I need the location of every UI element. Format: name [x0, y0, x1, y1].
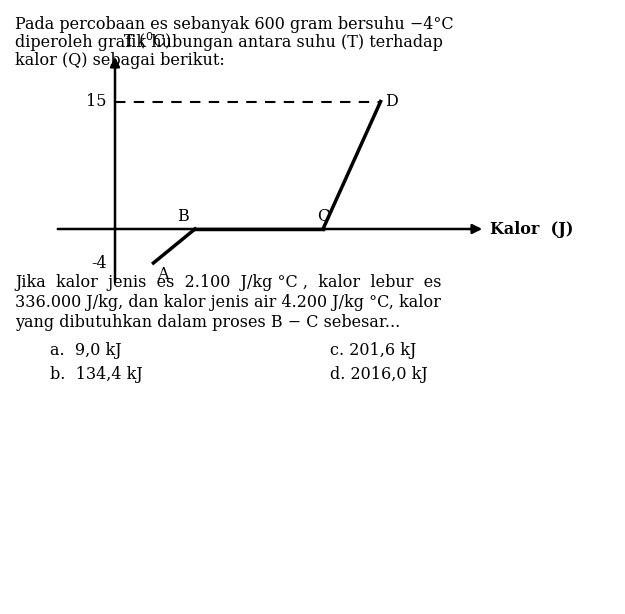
Text: c. 201,6 kJ: c. 201,6 kJ [330, 342, 416, 359]
Text: T ($^{0}$C): T ($^{0}$C) [123, 30, 172, 51]
Text: D: D [386, 93, 398, 110]
Text: diperoleh grafik hubungan antara suhu (T) terhadap: diperoleh grafik hubungan antara suhu (T… [15, 34, 443, 51]
Text: A: A [158, 266, 169, 283]
Text: B: B [177, 208, 189, 225]
Text: kalor (Q) sebagai berikut:: kalor (Q) sebagai berikut: [15, 52, 225, 69]
Text: -4: -4 [91, 254, 107, 271]
Text: C: C [317, 208, 329, 225]
Text: yang dibutuhkan dalam proses B − C sebesar...: yang dibutuhkan dalam proses B − C sebes… [15, 314, 400, 331]
Text: Jika  kalor  jenis  es  2.100  J/kg °C ,  kalor  lebur  es: Jika kalor jenis es 2.100 J/kg °C , kalo… [15, 274, 441, 291]
Text: 336.000 J/kg, dan kalor jenis air 4.200 J/kg °C, kalor: 336.000 J/kg, dan kalor jenis air 4.200 … [15, 294, 441, 311]
Text: d. 2016,0 kJ: d. 2016,0 kJ [330, 366, 428, 383]
Text: 15: 15 [86, 93, 107, 110]
Text: b.  134,4 kJ: b. 134,4 kJ [50, 366, 142, 383]
Text: Kalor  (J): Kalor (J) [490, 220, 573, 238]
Text: Pada percobaan es sebanyak 600 gram bersuhu −4°C: Pada percobaan es sebanyak 600 gram bers… [15, 16, 454, 33]
Text: a.  9,0 kJ: a. 9,0 kJ [50, 342, 122, 359]
